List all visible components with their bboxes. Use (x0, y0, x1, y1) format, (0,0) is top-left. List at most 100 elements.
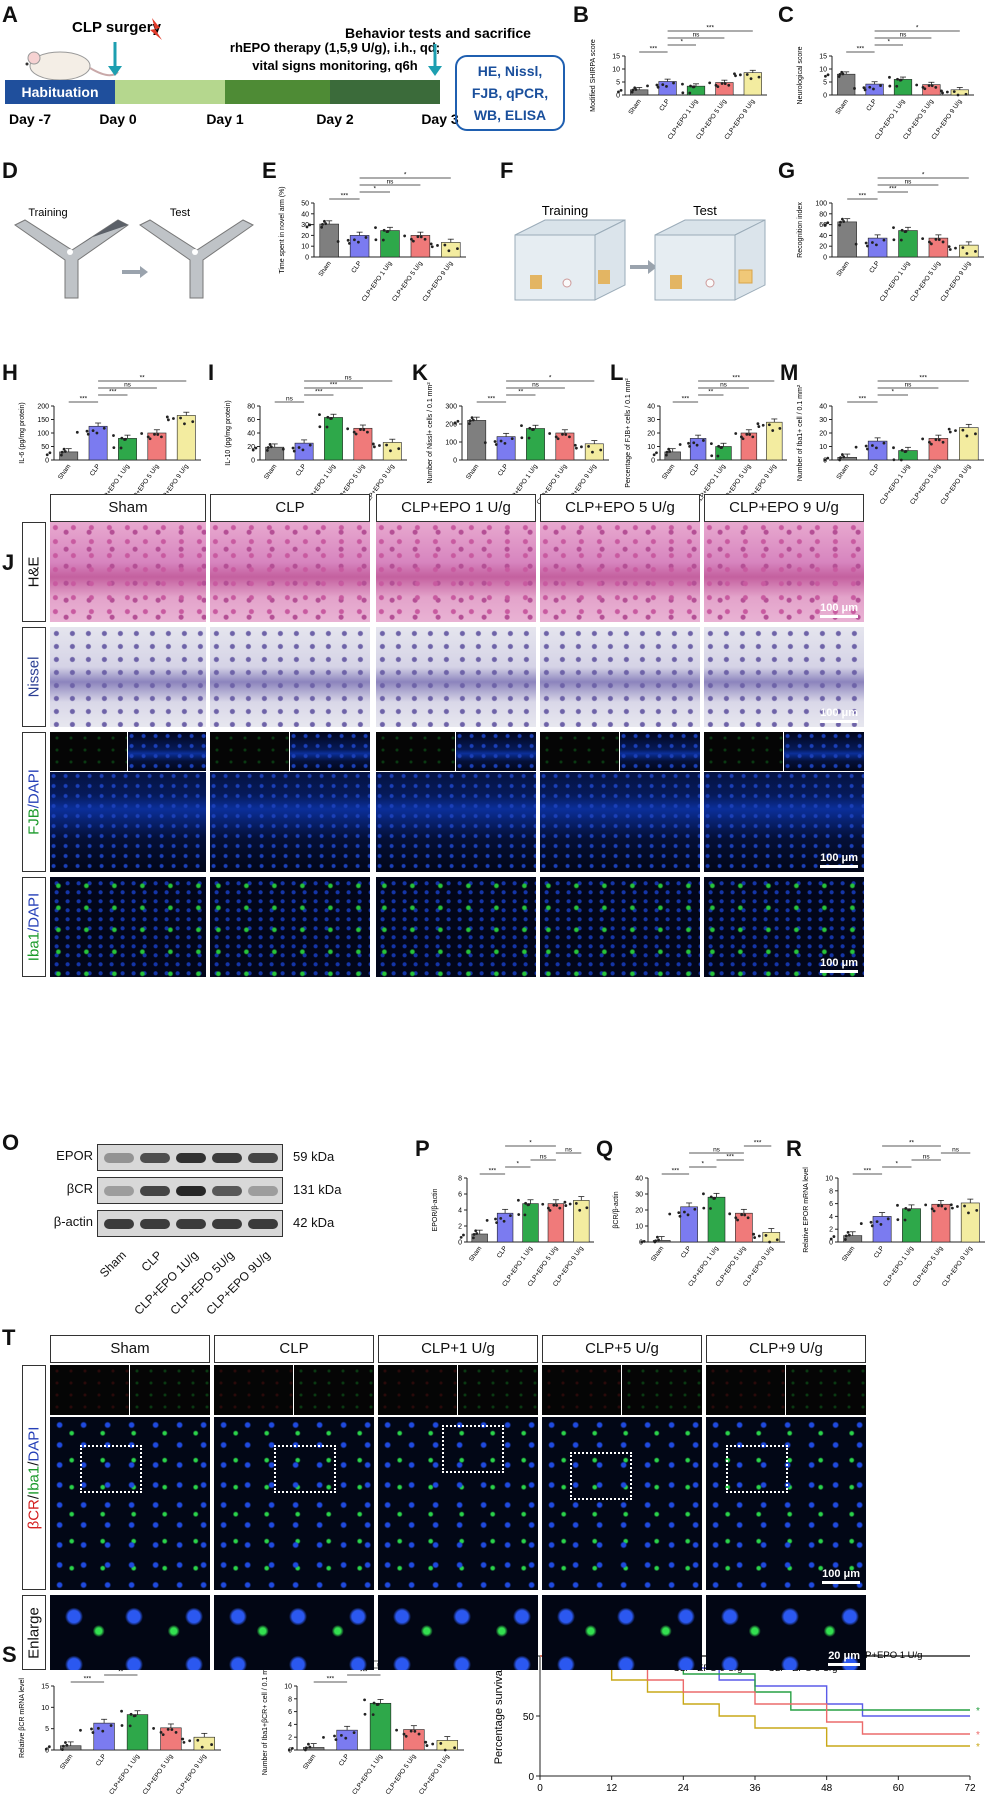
chart-data-point (945, 90, 949, 94)
survival-legend-label: CLP+EPO 1 U/g (853, 1650, 922, 1661)
survival-x-tick-label: 72 (964, 1783, 976, 1794)
chart-data-point (661, 83, 665, 87)
chart-data-point (366, 430, 369, 434)
chart-sig-label: *** (732, 375, 740, 382)
chart-data-point (733, 72, 736, 76)
histo-image-r2-c3 (540, 732, 700, 872)
survival-x-tick-label: 24 (678, 1783, 690, 1794)
scale-bar-label: 100 μm (822, 1568, 860, 1580)
chart-data-point (526, 1203, 530, 1207)
chart-data-point (900, 448, 904, 452)
chart-category-label: CLP+EPO 9 U/g (939, 260, 972, 303)
chart-y-tick-label: 100 (815, 201, 827, 208)
chart-s-bar-2 (126, 1714, 149, 1751)
dapi-channel-inset (290, 732, 370, 772)
chart-data-point (854, 445, 858, 449)
chart-data-point (558, 1206, 562, 1210)
chart-y-tick-label: 40 (647, 404, 655, 411)
chart-data-point (928, 240, 931, 244)
chart-category-label: CLP+EPO 1 U/g (351, 1753, 384, 1796)
chart-data-point (363, 1698, 366, 1702)
scale-bar: 100 μm (820, 602, 858, 618)
chart-data-point (397, 447, 401, 451)
chart-sig-label: *** (315, 389, 323, 396)
chart-y-tick-label: 2 (829, 1227, 833, 1234)
chart-data-point (354, 432, 358, 436)
chart-sig-label: ** (518, 389, 524, 396)
histo-image-r1-c0 (50, 627, 206, 727)
survival-ylabel: Percentage survival (493, 1668, 505, 1765)
chart-data-point (868, 85, 872, 89)
chart-y-tick-label: 4 (288, 1722, 292, 1729)
chart-data-point (417, 1732, 421, 1736)
histo-row-label-1: Nissel (22, 627, 46, 727)
chart-data-point (678, 443, 682, 446)
chart-p-bar-2 (522, 1203, 539, 1243)
ihc-enlarge-image-4: 20 μm (706, 1595, 866, 1670)
panel-label-c: C (778, 2, 794, 27)
chart-y-tick-label: 6 (829, 1201, 833, 1208)
chart-i-bar-0 (265, 446, 285, 461)
chart-category-label: CLP+EPO 5 U/g (385, 1753, 418, 1796)
chart-category-label: CLP (497, 463, 510, 477)
chart-data-point (502, 1219, 506, 1223)
chart-data-point (307, 1742, 310, 1746)
chart-y-tick-label: 5 (823, 80, 827, 87)
chart-data-point (85, 429, 89, 433)
chart-data-point (153, 432, 156, 436)
chart-data-point (336, 240, 340, 243)
chart-data-point (304, 1746, 308, 1750)
histo-col-header-2: CLP+EPO 1 U/g (376, 494, 536, 522)
chart-data-point (900, 228, 904, 232)
chart-data-point (756, 422, 760, 426)
survival-x-tick-label: 48 (821, 1783, 833, 1794)
chart-data-point (956, 1205, 959, 1208)
chart-l-bar-2 (715, 446, 732, 461)
chart-c-ylabel: Neurological score (797, 46, 804, 104)
test-box (654, 219, 766, 301)
ihc-col-header-0: Sham (50, 1335, 210, 1363)
mouse-icon (25, 51, 119, 81)
chart-data-point (886, 1217, 890, 1221)
chart-sig-label: *** (330, 382, 338, 389)
chart-data-point (191, 420, 195, 424)
chart-data-point (709, 1207, 712, 1210)
chart-data-point (459, 1236, 463, 1239)
chart-data-point (948, 430, 952, 434)
chart-data-point (170, 1728, 174, 1731)
chart-data-point (875, 1220, 879, 1223)
chart-data-point (395, 1728, 398, 1732)
chart-data-point (281, 447, 285, 451)
wb-band (248, 1219, 278, 1229)
chart-y-tick-label: 40 (819, 233, 827, 240)
chart-sig-label: *** (650, 46, 658, 53)
timeline-diagram: CLP surgery rhEPO therapy (1,5,9 U/g), i… (5, 18, 531, 127)
chart-category-label: Sham (263, 463, 278, 481)
chart-h-bar-1 (88, 425, 108, 461)
chart-sig-label: ns (720, 382, 728, 389)
y-maze-test (139, 219, 254, 299)
chart-data-point (304, 1748, 307, 1752)
chart-data-point (541, 1202, 545, 1206)
chart-data-point (344, 1736, 348, 1740)
chart-y-tick-label: 50 (301, 201, 309, 208)
chart-category-label: CLP+EPO 5 U/g (902, 98, 935, 141)
chart-data-point (165, 415, 169, 419)
chart-q-ylabel: βCR/β-actin (613, 1191, 620, 1228)
chart-g-bar-0 (837, 221, 857, 258)
scale-bar-label: 100 μm (820, 707, 858, 719)
timeline-stage-label-0: Habituation (22, 84, 99, 100)
box-training-label: Training (542, 203, 588, 218)
dapi-channel-inset (128, 732, 206, 772)
chart-data-point (895, 84, 899, 88)
chart-data-point (254, 446, 258, 450)
chart-sig-label: *** (360, 1669, 368, 1676)
chart-data-point (870, 1224, 874, 1228)
ihc-green-channel-2 (458, 1365, 538, 1415)
chart-category-label: CLP+EPO 5 U/g (695, 98, 728, 141)
histo-image-r1-c4: 100 μm (704, 627, 864, 727)
chart-i-bar-2 (324, 417, 343, 461)
chart-s-ylabel: Relative βCR mRNA level (19, 1678, 26, 1758)
chart-data-point (767, 423, 771, 427)
chart-sig-label: ** (118, 1669, 124, 1676)
